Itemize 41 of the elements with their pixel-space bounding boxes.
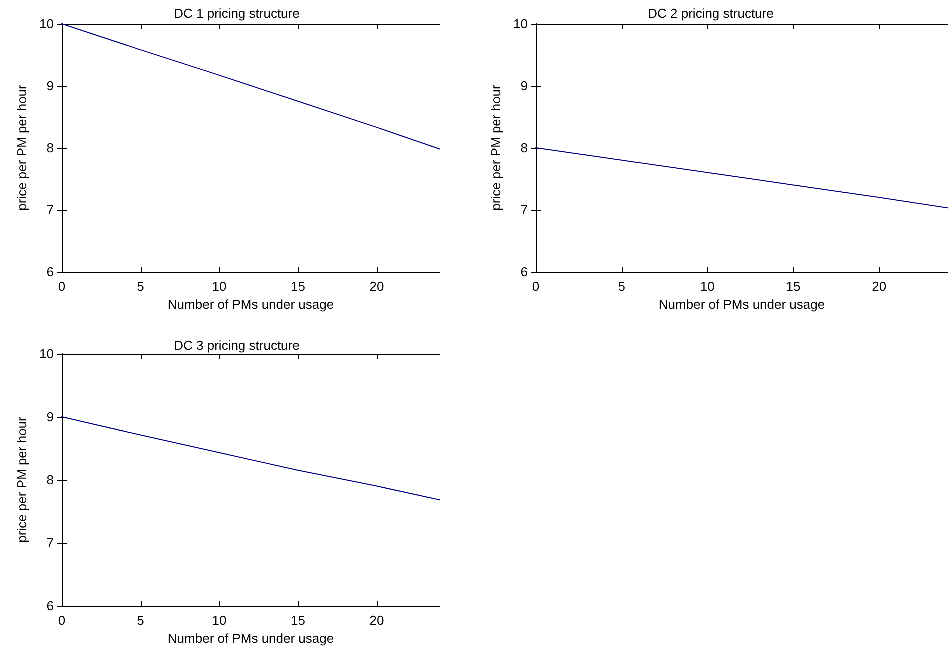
x-tick-label: 10 (212, 613, 227, 628)
x-tick-label: 15 (291, 613, 306, 628)
y-tick-label: 6 (46, 598, 54, 614)
y-tick-label: 10 (514, 16, 528, 32)
y-tick-label: 7 (46, 536, 54, 550)
x-axis-title: Number of PMs under usage (658, 296, 826, 312)
y-axis-title: price per PM per hour (488, 84, 504, 211)
chart-title: DC 2 pricing structure (648, 6, 774, 21)
y-tick-label: 7 (520, 202, 528, 218)
x-tick-label: 20 (370, 613, 384, 628)
x-tick-label: 5 (137, 279, 144, 294)
x-tick-label: 0 (532, 279, 540, 294)
chart-title: DC 3 pricing structure (174, 338, 300, 353)
y-tick-label: 7 (46, 202, 54, 218)
line-series (62, 416, 440, 501)
y-tick-label: 9 (46, 410, 54, 424)
chart-title: DC 1 pricing structure (174, 6, 300, 21)
x-axis-title: Number of PMs under usage (168, 296, 334, 312)
x-tick-label: 10 (700, 279, 715, 294)
y-tick-label: 6 (46, 264, 54, 280)
y-tick-label: 8 (46, 140, 54, 156)
y-tick-label: 8 (520, 140, 528, 156)
y-axis-title: price per PM per hour (14, 416, 30, 543)
x-tick-label: 15 (786, 279, 801, 294)
y-tick-label: 6 (520, 264, 528, 280)
x-tick-label: 20 (370, 279, 384, 294)
y-tick-label: 10 (40, 346, 54, 362)
x-tick-label: 0 (58, 279, 66, 294)
x-axis-title: Number of PMs under usage (168, 630, 334, 646)
y-tick-label: 10 (40, 16, 54, 32)
x-tick-label: 0 (58, 613, 66, 628)
y-axis-title: price per PM per hour (14, 84, 30, 211)
line-series (536, 148, 948, 209)
x-tick-label: 5 (137, 613, 144, 628)
y-tick-label: 9 (520, 78, 528, 94)
x-tick-label: 10 (212, 279, 227, 294)
y-tick-label: 9 (46, 78, 54, 94)
y-tick-label: 8 (46, 472, 54, 488)
x-tick-label: 15 (291, 279, 306, 294)
x-tick-label: 5 (618, 279, 626, 294)
x-tick-label: 20 (872, 279, 887, 294)
